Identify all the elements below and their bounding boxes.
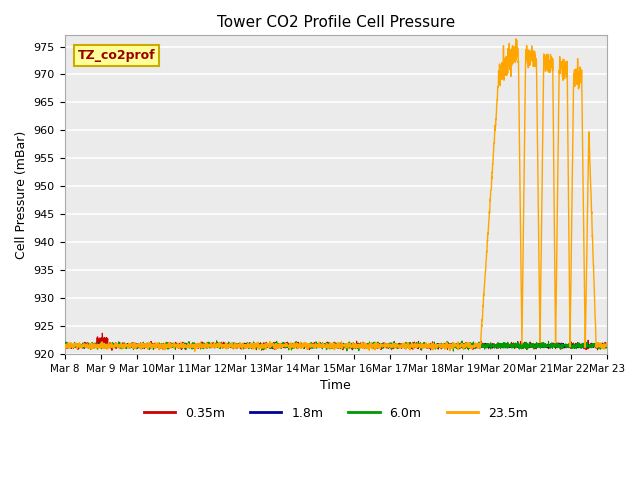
Text: TZ_co2prof: TZ_co2prof [78, 49, 156, 62]
Title: Tower CO2 Profile Cell Pressure: Tower CO2 Profile Cell Pressure [216, 15, 455, 30]
X-axis label: Time: Time [321, 379, 351, 392]
Legend: 0.35m, 1.8m, 6.0m, 23.5m: 0.35m, 1.8m, 6.0m, 23.5m [139, 402, 532, 425]
Y-axis label: Cell Pressure (mBar): Cell Pressure (mBar) [15, 131, 28, 259]
